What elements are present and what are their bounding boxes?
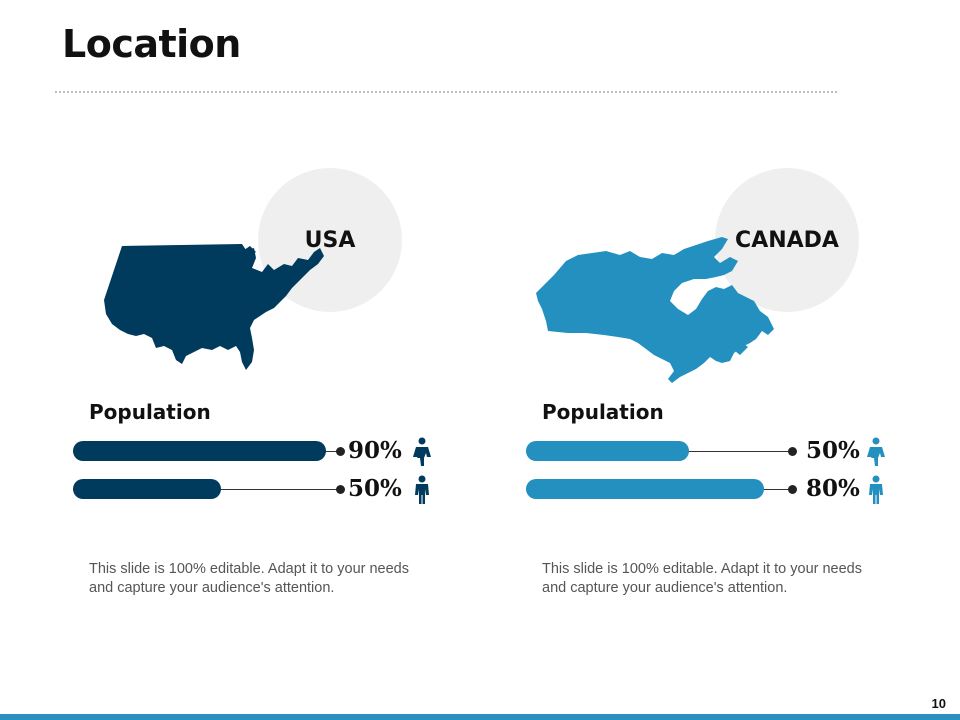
usa-male-bar-fill bbox=[73, 479, 221, 499]
usa-panel: USA Population 90% 50% This slide is 100… bbox=[50, 150, 450, 620]
footer-accent-bar bbox=[0, 714, 960, 720]
usa-map-icon bbox=[104, 244, 324, 370]
usa-male-population-bar: 50% bbox=[73, 475, 443, 504]
canada-female-population-bar: 50% bbox=[526, 437, 896, 466]
male-person-icon bbox=[415, 475, 429, 504]
canada-male-bar-fill bbox=[526, 479, 764, 499]
title-divider bbox=[55, 91, 837, 93]
canada-male-percent: 80% bbox=[806, 475, 860, 502]
usa-country-label: USA bbox=[304, 228, 356, 253]
usa-female-percent: 90% bbox=[348, 437, 402, 464]
usa-description: This slide is 100% editable. Adapt it to… bbox=[89, 561, 409, 596]
canada-female-bar-dot bbox=[788, 447, 797, 456]
canada-female-bar-fill bbox=[526, 441, 689, 461]
canada-map-icon bbox=[536, 237, 774, 383]
canada-country-label: CANADA bbox=[735, 228, 839, 253]
page-number: 10 bbox=[931, 696, 946, 711]
canada-label-circle bbox=[715, 168, 859, 312]
male-person-icon bbox=[869, 475, 883, 504]
usa-female-population-bar: 90% bbox=[73, 437, 443, 466]
slide-title: Location bbox=[62, 22, 241, 66]
canada-male-bar-dot bbox=[788, 485, 797, 494]
usa-male-percent: 50% bbox=[348, 475, 402, 502]
usa-female-bar-fill bbox=[73, 441, 326, 461]
female-person-icon bbox=[867, 437, 885, 466]
canada-female-percent: 50% bbox=[806, 437, 860, 464]
canada-population-label: Population bbox=[542, 400, 664, 424]
female-person-icon bbox=[413, 437, 431, 466]
canada-description: This slide is 100% editable. Adapt it to… bbox=[542, 561, 862, 596]
canada-male-population-bar: 80% bbox=[526, 475, 896, 504]
usa-population-label: Population bbox=[89, 400, 211, 424]
usa-female-bar-dot bbox=[336, 447, 345, 456]
canada-panel: CANADA Population 50% 80% This slide is … bbox=[503, 150, 903, 620]
usa-male-bar-dot bbox=[336, 485, 345, 494]
